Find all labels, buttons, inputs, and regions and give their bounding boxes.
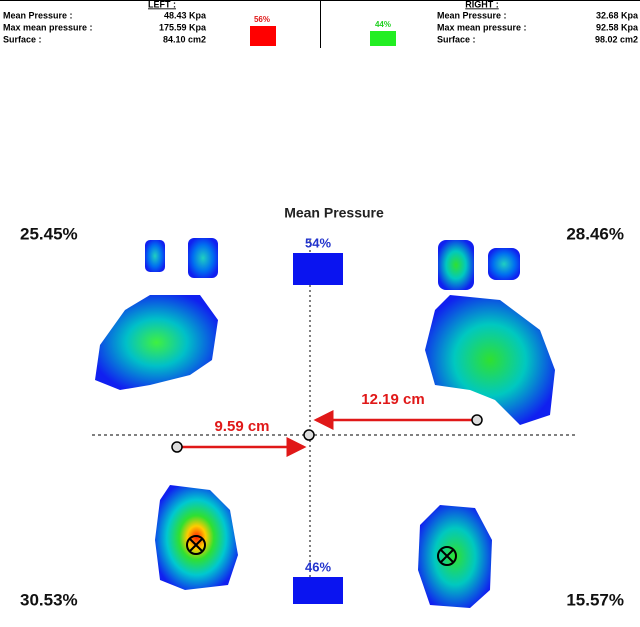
header: LEFT : Mean Pressure : 48.43 Kpa Max mea…	[0, 0, 640, 48]
row-value: 92.58 Kpa	[596, 22, 639, 32]
center-marker	[189, 538, 203, 552]
toe	[438, 240, 474, 290]
distance-label: 9.59 cm	[214, 418, 269, 435]
row-value: 84.10 cm2	[163, 34, 206, 44]
right-share: 44%	[375, 20, 391, 29]
pressure-center	[303, 429, 315, 441]
front-share: 54%	[305, 235, 331, 250]
row-label: Mean Pressure :	[437, 10, 507, 20]
center-marker	[440, 549, 454, 563]
toe	[488, 248, 520, 280]
distance-label: 12.19 cm	[361, 391, 424, 408]
row-value: 32.68 Kpa	[596, 10, 639, 20]
toe	[188, 238, 218, 278]
row-value: 48.43 Kpa	[164, 10, 207, 20]
rear-share: 46%	[305, 559, 331, 574]
quadrant-value: 28.46%	[566, 224, 624, 243]
rear-share-box	[293, 577, 343, 604]
left-heading: LEFT :	[148, 0, 176, 9]
right-share-box	[370, 31, 396, 46]
row-label: Surface :	[437, 34, 476, 44]
footprints	[95, 238, 555, 608]
pressure-center	[171, 441, 183, 453]
quadrant-value: 25.45%	[20, 224, 78, 243]
forefoot	[425, 295, 555, 425]
left-share: 56%	[254, 15, 270, 24]
heel	[155, 485, 238, 590]
row-value: 98.02 cm2	[595, 34, 638, 44]
row-label: Surface :	[3, 34, 42, 44]
row-label: Max mean pressure :	[3, 22, 93, 32]
row-label: Max mean pressure :	[437, 22, 527, 32]
row-value: 175.59 Kpa	[159, 22, 207, 32]
forefoot	[95, 295, 218, 390]
pressure-center	[471, 414, 483, 426]
row-label: Mean Pressure :	[3, 10, 73, 20]
right-heading: RIGHT :	[465, 0, 499, 9]
center-marker	[186, 535, 206, 555]
center-marker	[437, 546, 457, 566]
quadrant-value: 15.57%	[566, 590, 624, 609]
quadrant-value: 30.53%	[20, 590, 78, 609]
toe	[145, 240, 165, 272]
left-share-box	[250, 26, 276, 46]
front-share-box	[293, 253, 343, 285]
title: Mean Pressure	[284, 205, 384, 221]
